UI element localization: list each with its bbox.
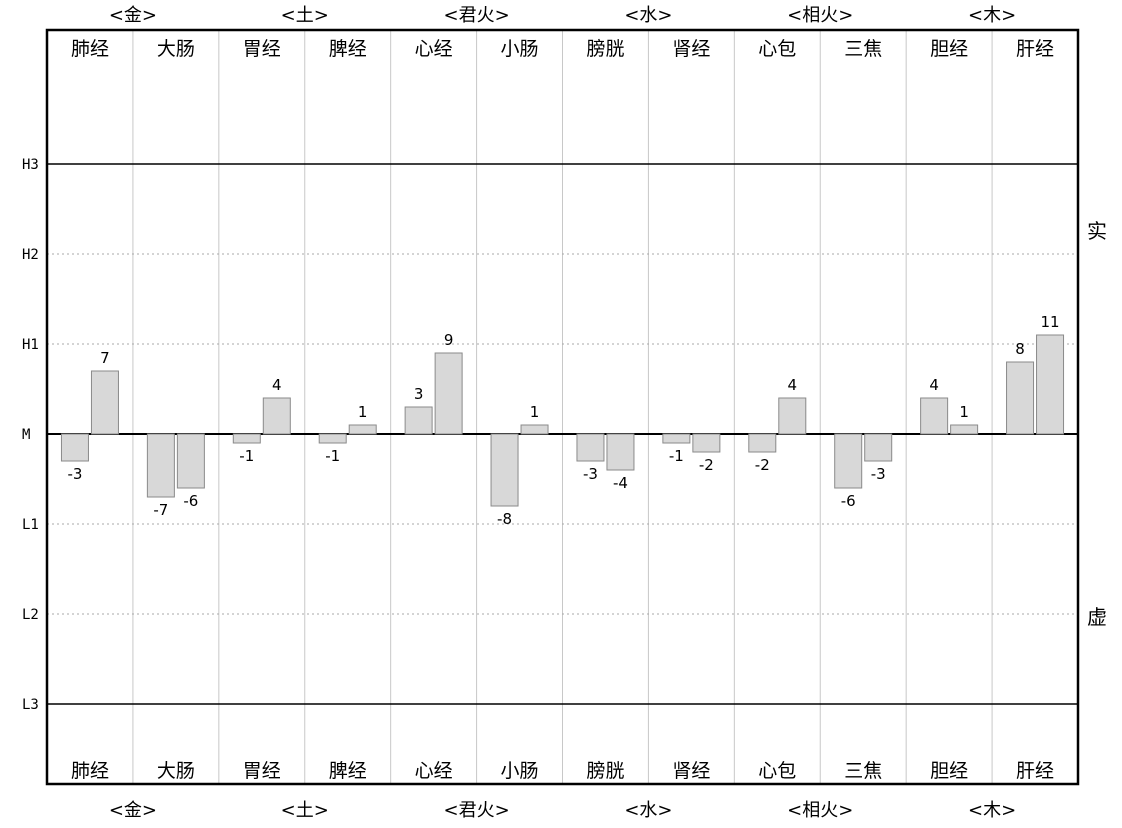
bar-value-label: -4	[613, 474, 628, 492]
bar-series-1	[232, 433, 261, 444]
bar-series-1	[146, 433, 175, 498]
category-label-top: 心经	[415, 38, 453, 60]
bar-value-label: 11	[1040, 313, 1059, 331]
bars-layer	[60, 334, 1065, 507]
category-label-bottom: 肝经	[1016, 760, 1054, 782]
right-label-upper: 实	[1087, 219, 1107, 243]
bar-value-label: -8	[497, 510, 512, 528]
bar-series-1	[490, 433, 519, 507]
bar-value-label: 9	[444, 331, 454, 349]
category-label-bottom: 肺经	[71, 760, 109, 782]
bar-series-2	[262, 397, 291, 435]
y-level-label: H2	[22, 247, 39, 263]
bar-series-1	[1006, 361, 1035, 435]
bar-series-2	[434, 352, 463, 435]
bar-series-1	[404, 406, 433, 435]
y-level-label: H1	[22, 337, 39, 353]
category-label-top: 胃经	[243, 38, 281, 60]
bar-series-1	[748, 433, 777, 453]
element-label-top: <木>	[968, 5, 1016, 26]
bar-series-2	[176, 433, 205, 489]
bar-series-2	[520, 424, 549, 435]
bar-series-1	[834, 433, 863, 489]
bar-value-label: -3	[583, 465, 598, 483]
bar-series-2	[348, 424, 377, 435]
bar-value-label: 1	[358, 403, 368, 421]
bar-series-2	[778, 397, 807, 435]
category-label-bottom: 心经	[415, 760, 453, 782]
element-label-bottom: <相火>	[787, 800, 853, 821]
bar-value-label: 4	[788, 376, 798, 394]
bar-value-label: 4	[272, 376, 282, 394]
bar-value-label: 7	[100, 349, 110, 367]
y-level-label: H3	[22, 157, 39, 173]
category-label-top: 大肠	[157, 38, 195, 60]
category-label-bottom: 大肠	[157, 760, 195, 782]
bar-series-2	[692, 433, 721, 453]
category-label-bottom: 膀胱	[586, 760, 624, 782]
category-label-top: 胆经	[930, 38, 968, 60]
bar-value-label: -6	[841, 492, 856, 510]
bar-value-label: 8	[1015, 340, 1025, 358]
y-level-label: L2	[22, 607, 39, 623]
element-label-bottom: <金>	[109, 800, 157, 821]
bar-series-1	[60, 433, 89, 462]
category-label-bottom: 心包	[758, 760, 796, 782]
bar-series-2	[1036, 334, 1065, 435]
category-label-bottom: 脾经	[329, 760, 367, 782]
bar-value-label: 4	[929, 376, 939, 394]
bar-series-1	[920, 397, 949, 435]
y-level-label: L3	[22, 697, 39, 713]
bar-series-2	[90, 370, 119, 435]
category-label-bottom: 三焦	[844, 760, 882, 782]
right-label-lower: 虚	[1087, 605, 1107, 629]
bar-value-label: -7	[153, 501, 168, 519]
category-label-top: 三焦	[844, 38, 882, 60]
category-label-bottom: 胃经	[243, 760, 281, 782]
element-label-top: <君火>	[443, 5, 509, 26]
category-label-top: 肺经	[71, 38, 109, 60]
bar-series-1	[318, 433, 347, 444]
bar-value-label: -3	[67, 465, 82, 483]
element-label-top: <相火>	[787, 5, 853, 26]
bar-series-1	[576, 433, 605, 462]
bar-value-label: -2	[755, 456, 770, 474]
grid-layer	[47, 30, 1078, 784]
bar-value-label: -1	[239, 447, 254, 465]
bar-value-label: -3	[871, 465, 886, 483]
bar-value-label: 3	[414, 385, 424, 403]
element-label-top: <金>	[109, 5, 157, 26]
labels-layer: H3H2H1ML1L2L3肺经肺经大肠大肠胃经胃经脾经脾经心经心经小肠小肠膀胱膀…	[22, 5, 1060, 821]
bar-series-2	[950, 424, 979, 435]
category-label-top: 肾经	[672, 38, 710, 60]
category-label-bottom: 肾经	[672, 760, 710, 782]
category-label-top: 小肠	[501, 38, 539, 60]
bar-series-1	[662, 433, 691, 444]
bar-value-label: -1	[325, 447, 340, 465]
chart-frame	[45, 28, 1080, 786]
bar-series-2	[606, 433, 635, 471]
element-label-bottom: <水>	[624, 800, 672, 821]
bar-series-2	[864, 433, 893, 462]
bar-value-label: -1	[669, 447, 684, 465]
element-label-top: <水>	[624, 5, 672, 26]
y-level-label: M	[22, 427, 30, 443]
y-level-label: L1	[22, 517, 39, 533]
category-label-top: 膀胱	[586, 38, 624, 60]
element-label-bottom: <土>	[281, 800, 329, 821]
bar-value-label: 1	[530, 403, 540, 421]
bar-value-label: -6	[183, 492, 198, 510]
bar-value-label: -2	[699, 456, 714, 474]
category-label-top: 心包	[758, 38, 796, 60]
category-label-bottom: 胆经	[930, 760, 968, 782]
bar-value-label: 1	[959, 403, 969, 421]
element-label-top: <土>	[281, 5, 329, 26]
category-label-top: 肝经	[1016, 38, 1054, 60]
category-label-top: 脾经	[329, 38, 367, 60]
element-label-bottom: <木>	[968, 800, 1016, 821]
element-label-bottom: <君火>	[443, 800, 509, 821]
category-label-bottom: 小肠	[501, 760, 539, 782]
